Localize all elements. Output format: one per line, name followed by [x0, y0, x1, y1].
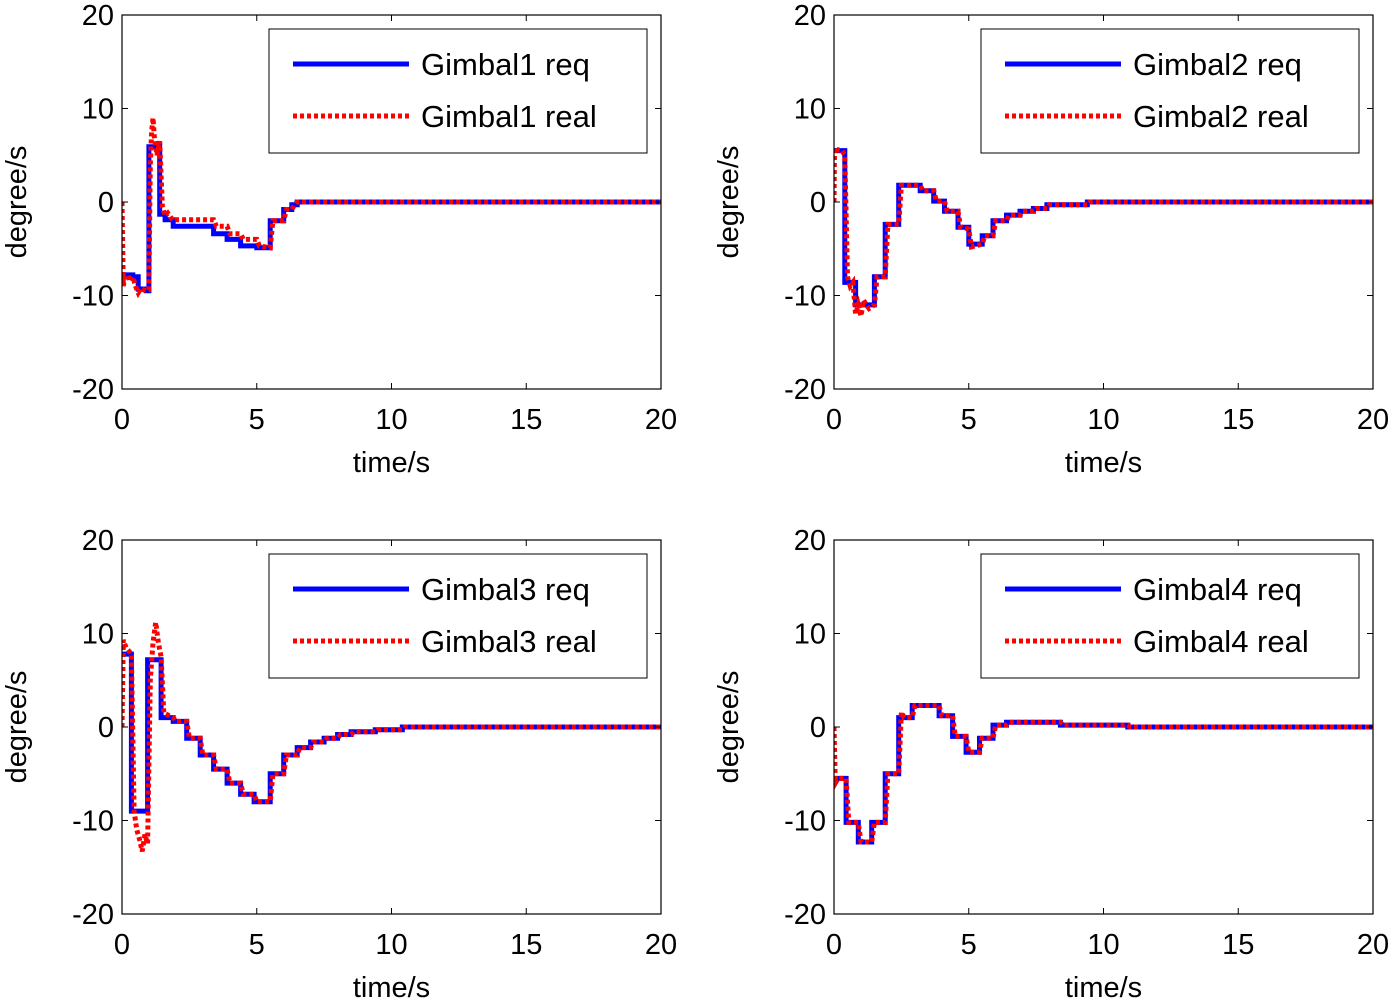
y-axis-label: degree/s [713, 146, 745, 259]
x-axis-label: time/s [1065, 972, 1142, 1000]
legend: Gimbal2 req Gimbal2 real [980, 28, 1360, 154]
y-tick-label: -20 [72, 899, 114, 931]
series-req-line [122, 144, 661, 294]
x-tick-label: 15 [1222, 929, 1254, 961]
y-tick-label: -20 [72, 374, 114, 406]
x-tick-label: 15 [510, 404, 542, 436]
y-tick-label: 10 [82, 619, 114, 651]
legend-label-req: Gimbal4 req [1133, 572, 1302, 607]
y-tick-label: 20 [82, 0, 114, 32]
x-tick-label: 20 [645, 404, 677, 436]
x-axis-label: time/s [353, 447, 430, 479]
legend-label-real: Gimbal3 real [421, 624, 597, 659]
chart-panel-1: 0 5 10 15 20 20 10 0 -10 -20 time/s degree/s Gimbal1… [1, 0, 677, 479]
y-axis-label: degree/s [1, 146, 33, 259]
y-tick-label: 20 [794, 525, 826, 557]
x-tick-label: 10 [1087, 404, 1119, 436]
x-tick-label: 15 [1222, 404, 1254, 436]
x-tick-label: 0 [826, 929, 842, 961]
x-tick-label: 20 [645, 929, 677, 961]
legend: Gimbal3 req Gimbal3 real [268, 553, 648, 679]
y-tick-label: -10 [784, 806, 826, 838]
y-tick-label: -10 [784, 281, 826, 313]
series-real-line [834, 703, 1373, 845]
y-tick-label: 10 [794, 619, 826, 651]
x-tick-label: 10 [1087, 929, 1119, 961]
legend-label-req: Gimbal2 req [1133, 47, 1302, 82]
x-tick-label: 5 [249, 404, 265, 436]
y-tick-label: 0 [98, 712, 114, 744]
legend-box [268, 553, 648, 679]
chart-panel-4: 0 5 10 15 20 20 10 0 -10 -20 time/s degree/s Gimbal4… [713, 525, 1389, 1000]
x-axis-label: time/s [353, 972, 430, 1000]
series-real-line [122, 621, 661, 852]
x-tick-label: 20 [1357, 404, 1389, 436]
y-tick-label: 20 [82, 525, 114, 557]
chart-panel-2: 0 5 10 15 20 20 10 0 -10 -20 time/s degree/s Gimbal2… [713, 0, 1389, 479]
legend-label-real: Gimbal4 real [1133, 624, 1309, 659]
x-tick-label: 10 [375, 929, 407, 961]
series-req-line [834, 703, 1373, 845]
y-tick-label: 10 [82, 94, 114, 126]
y-tick-label: -10 [72, 806, 114, 838]
x-tick-label: 10 [375, 404, 407, 436]
y-tick-label: 0 [98, 187, 114, 219]
series-real-line [834, 144, 1373, 317]
y-axis-label: degree/s [1, 671, 33, 784]
legend-box [980, 553, 1360, 679]
y-axis-label: degree/s [713, 671, 745, 784]
y-tick-label: -10 [72, 281, 114, 313]
y-tick-label: -20 [784, 374, 826, 406]
x-tick-label: 5 [961, 404, 977, 436]
legend-box [980, 28, 1360, 154]
series-real-line [122, 117, 661, 299]
y-tick-label: 10 [794, 94, 826, 126]
legend-label-req: Gimbal3 req [421, 572, 590, 607]
y-tick-label: 20 [794, 0, 826, 32]
legend-label-req: Gimbal1 req [421, 47, 590, 82]
x-tick-label: 0 [114, 929, 130, 961]
y-tick-label: 0 [810, 187, 826, 219]
x-tick-label: 5 [961, 929, 977, 961]
x-axis-label: time/s [1065, 447, 1142, 479]
legend-box [268, 28, 648, 154]
x-tick-label: 20 [1357, 929, 1389, 961]
y-tick-label: 0 [810, 712, 826, 744]
x-tick-label: 0 [114, 404, 130, 436]
y-tick-label: -20 [784, 899, 826, 931]
legend: Gimbal4 req Gimbal4 real [980, 553, 1360, 679]
legend: Gimbal1 req Gimbal1 real [268, 28, 648, 154]
x-tick-label: 0 [826, 404, 842, 436]
chart-panel-3: 0 5 10 15 20 20 10 0 -10 -20 time/s degree/s Gimbal3… [1, 525, 677, 1000]
legend-label-real: Gimbal1 real [421, 99, 597, 134]
x-tick-label: 5 [249, 929, 265, 961]
legend-label-real: Gimbal2 real [1133, 99, 1309, 134]
x-tick-label: 15 [510, 929, 542, 961]
